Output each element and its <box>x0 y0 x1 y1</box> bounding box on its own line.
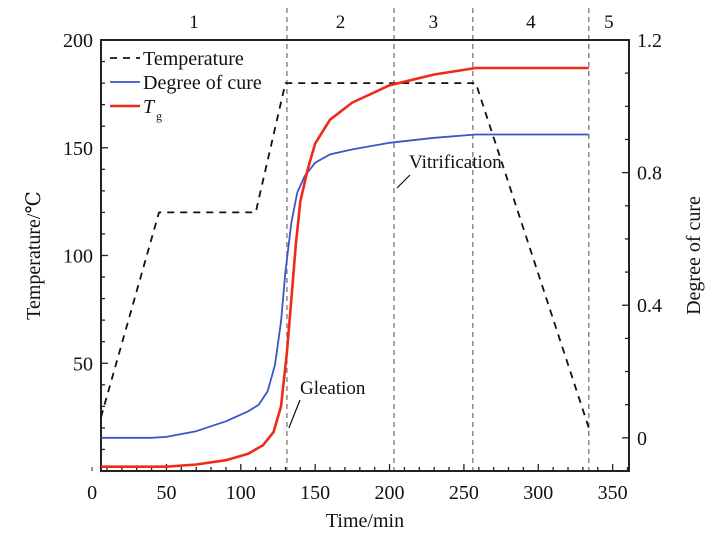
plot-frame <box>100 39 630 472</box>
stage-label: 1 <box>189 12 199 33</box>
x-tick-label: 50 <box>156 482 176 504</box>
y-tick-label: 100 <box>63 246 93 268</box>
y2-tick-label: 0 <box>637 428 647 450</box>
x-tick-label: 300 <box>523 482 553 504</box>
x-tick-label: 250 <box>449 482 479 504</box>
annotation-gleation: Gleation <box>300 378 366 399</box>
series-line-temperature <box>100 82 590 429</box>
legend-label-degree-of-cure: Degree of cure <box>143 72 262 94</box>
x-tick-label: 100 <box>226 482 256 504</box>
y2-axis-label: Degree of cure <box>683 196 705 315</box>
stage-label: 4 <box>526 12 536 33</box>
annotation-arrow <box>396 174 411 189</box>
y-tick-label: 200 <box>63 30 93 52</box>
y-axis-label: Temperature/℃ <box>23 191 45 320</box>
y-tick-label: 50 <box>73 353 93 375</box>
annotation-arrow <box>288 399 301 429</box>
y2-tick-label: 0.4 <box>637 295 662 317</box>
x-axis-label: Time/min <box>326 510 404 532</box>
stage-label: 2 <box>336 12 346 33</box>
x-tick-label: 150 <box>300 482 330 504</box>
y-tick-label: 150 <box>63 138 93 160</box>
y2-tick-label: 1.2 <box>637 30 662 52</box>
series-line-tg <box>101 66 589 468</box>
y2-tick-label: 0.8 <box>637 163 662 185</box>
legend-label-tg: T <box>143 96 156 118</box>
annotation-vitrification: Vitrification <box>409 152 502 173</box>
x-tick-label: 350 <box>598 482 628 504</box>
legend-label-tg-subscript: g <box>156 109 162 123</box>
stage-label: 5 <box>604 12 614 33</box>
series-line-degree-of-cure <box>101 133 589 439</box>
x-tick-label: 200 <box>375 482 405 504</box>
x-tick-label: 0 <box>87 482 97 504</box>
stage-label: 3 <box>429 12 439 33</box>
legend-label-temperature: Temperature <box>143 48 244 70</box>
